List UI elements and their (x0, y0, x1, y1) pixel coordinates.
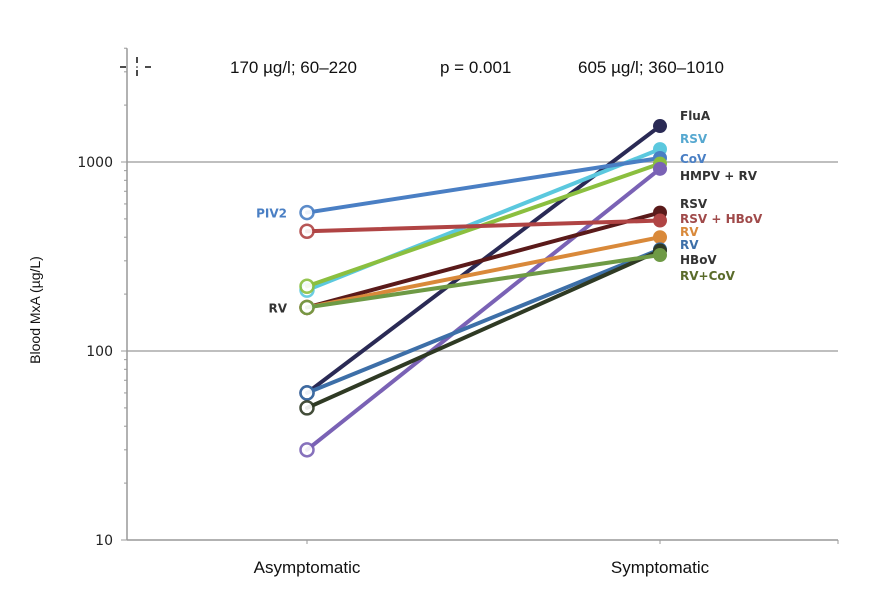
annotation-rv: RV (680, 225, 699, 239)
series-line (305, 248, 662, 410)
series-10 (299, 248, 667, 316)
annotation-rsv: RSV (680, 132, 708, 146)
data-point-symptomatic (653, 248, 667, 263)
stat-p-value: p = 0.001 (440, 58, 511, 77)
data-point-asymptomatic (299, 400, 315, 416)
annotation-rsv-hbov: RSV + HBoV (680, 212, 763, 226)
annotation-left-rv: RV (268, 301, 287, 315)
stat-asymptomatic-median: 170 µg/l; 60–220 (230, 58, 357, 77)
data-point-symptomatic (653, 213, 667, 228)
annotation-hbov: HBoV (680, 253, 717, 267)
series-line (305, 155, 662, 215)
annotation-left-piv2: PIV2 (256, 207, 287, 221)
data-point-asymptomatic (299, 278, 315, 295)
series-6 (299, 213, 667, 240)
series-line (305, 247, 662, 395)
crosshair-cursor-icon (120, 57, 151, 76)
annotation-rsv: RSV (680, 197, 708, 211)
annotation-hmpv-rv: HMPV + RV (680, 169, 758, 183)
y-tick-label-100: 100 (86, 344, 113, 360)
x-tick-label-symptomatic: Symptomatic (611, 558, 710, 577)
data-point-asymptomatic (299, 385, 315, 401)
y-tick-label-10: 10 (95, 533, 113, 549)
series-line (305, 166, 662, 452)
series-line (305, 253, 662, 310)
data-point-asymptomatic (299, 204, 315, 221)
series-line (305, 218, 662, 234)
data-point-asymptomatic (299, 442, 315, 458)
series-8 (299, 242, 667, 401)
series-line (305, 210, 662, 310)
data-point-asymptomatic (299, 223, 315, 240)
series-line (305, 235, 662, 310)
data-point-asymptomatic (299, 299, 315, 316)
data-point-symptomatic (653, 119, 667, 134)
data-point-symptomatic (653, 230, 667, 245)
annotation-rv-cov: RV+CoV (680, 269, 736, 283)
y-tick-label-1000: 1000 (77, 155, 113, 171)
annotation-cov: CoV (680, 152, 707, 166)
annotation-flua: FluA (680, 109, 711, 123)
y-axis-label: Blood MxA (µg/L) (27, 256, 43, 364)
annotation-rv: RV (680, 238, 699, 252)
data-point-symptomatic (653, 161, 667, 176)
x-tick-label-asymptomatic: Asymptomatic (254, 558, 361, 577)
series-4 (299, 161, 667, 458)
stat-symptomatic-median: 605 µg/l; 360–1010 (578, 58, 724, 77)
